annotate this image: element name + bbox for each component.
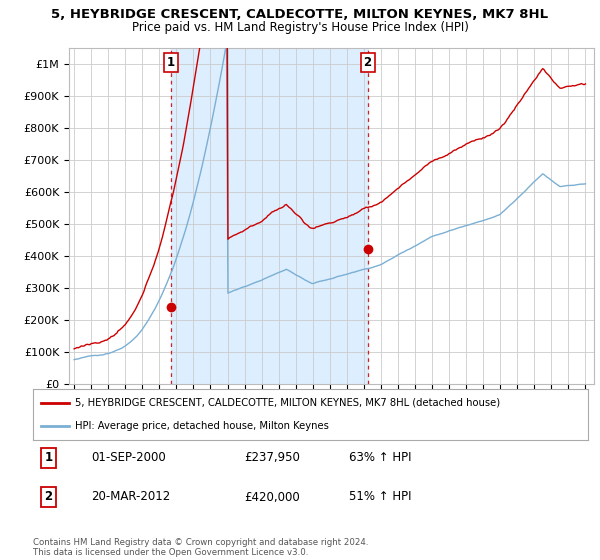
Text: 20-MAR-2012: 20-MAR-2012 (91, 491, 170, 503)
Text: 2: 2 (44, 491, 53, 503)
Text: 2: 2 (364, 56, 371, 69)
Text: 1: 1 (167, 56, 175, 69)
Text: 1: 1 (44, 451, 53, 464)
Text: £237,950: £237,950 (244, 451, 300, 464)
Text: 5, HEYBRIDGE CRESCENT, CALDECOTTE, MILTON KEYNES, MK7 8HL: 5, HEYBRIDGE CRESCENT, CALDECOTTE, MILTO… (52, 8, 548, 21)
Text: HPI: Average price, detached house, Milton Keynes: HPI: Average price, detached house, Milt… (74, 421, 329, 431)
Text: £420,000: £420,000 (244, 491, 299, 503)
Text: 01-SEP-2000: 01-SEP-2000 (91, 451, 166, 464)
Text: Contains HM Land Registry data © Crown copyright and database right 2024.
This d: Contains HM Land Registry data © Crown c… (33, 538, 368, 557)
Text: 5, HEYBRIDGE CRESCENT, CALDECOTTE, MILTON KEYNES, MK7 8HL (detached house): 5, HEYBRIDGE CRESCENT, CALDECOTTE, MILTO… (74, 398, 500, 408)
Text: Price paid vs. HM Land Registry's House Price Index (HPI): Price paid vs. HM Land Registry's House … (131, 21, 469, 34)
Text: 63% ↑ HPI: 63% ↑ HPI (349, 451, 412, 464)
Text: 51% ↑ HPI: 51% ↑ HPI (349, 491, 412, 503)
Bar (171, 48, 368, 384)
